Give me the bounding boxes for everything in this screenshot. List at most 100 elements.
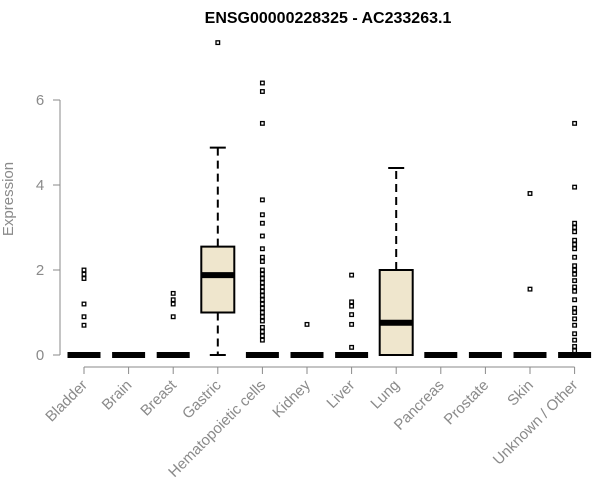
y-tick-label: 0 xyxy=(36,347,44,364)
outlier-point xyxy=(572,278,578,284)
outlier-point xyxy=(259,301,265,307)
outlier-point xyxy=(572,284,578,290)
outlier-point xyxy=(527,286,533,292)
outlier-point xyxy=(572,225,578,230)
outlier-point xyxy=(572,120,578,126)
outlier-point xyxy=(81,301,87,307)
x-tick-label: Liver xyxy=(323,377,358,412)
box-hematopoietic-cells xyxy=(245,80,279,358)
outlier-point xyxy=(259,288,265,294)
outlier-point xyxy=(259,197,265,203)
outlier-point xyxy=(572,184,578,190)
box-lung xyxy=(378,167,414,356)
x-tick-label: Unknown / Other xyxy=(490,377,582,469)
outlier-point xyxy=(349,303,355,309)
box-unknown-other xyxy=(558,120,592,358)
box-breast xyxy=(156,290,190,358)
outlier-point xyxy=(304,321,310,327)
outlier-point xyxy=(259,314,265,320)
x-tick-label: Bladder xyxy=(42,377,91,426)
outlier-point xyxy=(572,305,578,311)
chart-title: ENSG00000228325 - AC233263.1 xyxy=(205,10,452,27)
x-tick-label: Brain xyxy=(99,377,136,414)
outlier-point xyxy=(81,267,87,273)
box-kidney xyxy=(290,321,324,358)
outlier-point xyxy=(170,314,176,320)
outlier-point xyxy=(572,337,578,343)
outlier-point xyxy=(572,267,578,273)
outlier-point xyxy=(81,271,87,277)
box-bladder xyxy=(67,267,101,358)
outlier-point xyxy=(572,331,578,337)
outlier-point xyxy=(259,246,265,252)
x-tick-label: Lung xyxy=(367,377,403,413)
outlier-point xyxy=(259,333,265,339)
outlier-point xyxy=(572,297,578,303)
iqr-box xyxy=(200,245,236,314)
outlier-point xyxy=(572,344,578,349)
outlier-point xyxy=(259,220,265,226)
outlier-point xyxy=(349,299,355,305)
outlier-point xyxy=(259,80,265,86)
outlier-point xyxy=(259,337,265,343)
outlier-point xyxy=(259,329,265,335)
outlier-point xyxy=(259,310,265,315)
box-liver xyxy=(335,272,369,358)
outlier-point xyxy=(349,312,355,318)
x-tick-label: Kidney xyxy=(269,376,314,421)
y-axis: 0 2 4 6 xyxy=(36,92,61,364)
outlier-point xyxy=(259,318,265,324)
x-tick-label: Prostate xyxy=(441,377,493,429)
outlier-point xyxy=(572,246,578,252)
outlier-point xyxy=(572,229,578,235)
outlier-point xyxy=(81,314,87,320)
outlier-point xyxy=(259,305,265,311)
outlier-point xyxy=(349,321,355,327)
outlier-point xyxy=(259,280,265,286)
outlier-point xyxy=(259,89,265,94)
outlier-point xyxy=(215,40,221,46)
outlier-point xyxy=(572,322,578,328)
outlier-point xyxy=(170,301,176,307)
y-tick-label: 4 xyxy=(36,177,44,194)
outlier-point xyxy=(572,310,578,315)
outlier-point xyxy=(572,316,578,322)
outlier-point xyxy=(259,259,265,264)
outlier-point xyxy=(527,191,533,196)
outlier-point xyxy=(259,284,265,290)
outlier-point xyxy=(349,344,355,350)
outlier-point xyxy=(259,293,265,298)
y-tick-label: 2 xyxy=(36,262,44,279)
outlier-point xyxy=(572,242,578,247)
outlier-point xyxy=(572,348,578,354)
outlier-point xyxy=(572,254,578,260)
outlier-point xyxy=(259,271,265,277)
outlier-point xyxy=(259,120,265,126)
x-tick-label: Breast xyxy=(137,376,180,419)
y-axis-label: Expression xyxy=(0,162,17,236)
outlier-point xyxy=(259,212,265,218)
outlier-point xyxy=(170,290,176,296)
outlier-point xyxy=(170,297,176,303)
box-gastric xyxy=(200,40,236,356)
outlier-point xyxy=(572,263,578,269)
outlier-point xyxy=(259,233,265,239)
outlier-point xyxy=(259,254,265,260)
outlier-point xyxy=(259,324,265,330)
outlier-point xyxy=(81,276,87,281)
outlier-point xyxy=(572,237,578,243)
outlier-point xyxy=(259,276,265,281)
outlier-point xyxy=(572,220,578,226)
y-tick-label: 6 xyxy=(36,92,44,109)
outlier-point xyxy=(572,288,578,294)
iqr-box xyxy=(378,269,414,356)
outlier-point xyxy=(259,267,265,273)
boxes-group xyxy=(67,40,592,358)
outlier-point xyxy=(572,271,578,277)
x-tick-label: Skin xyxy=(504,377,537,410)
box-skin xyxy=(513,191,547,358)
outlier-point xyxy=(259,297,265,303)
